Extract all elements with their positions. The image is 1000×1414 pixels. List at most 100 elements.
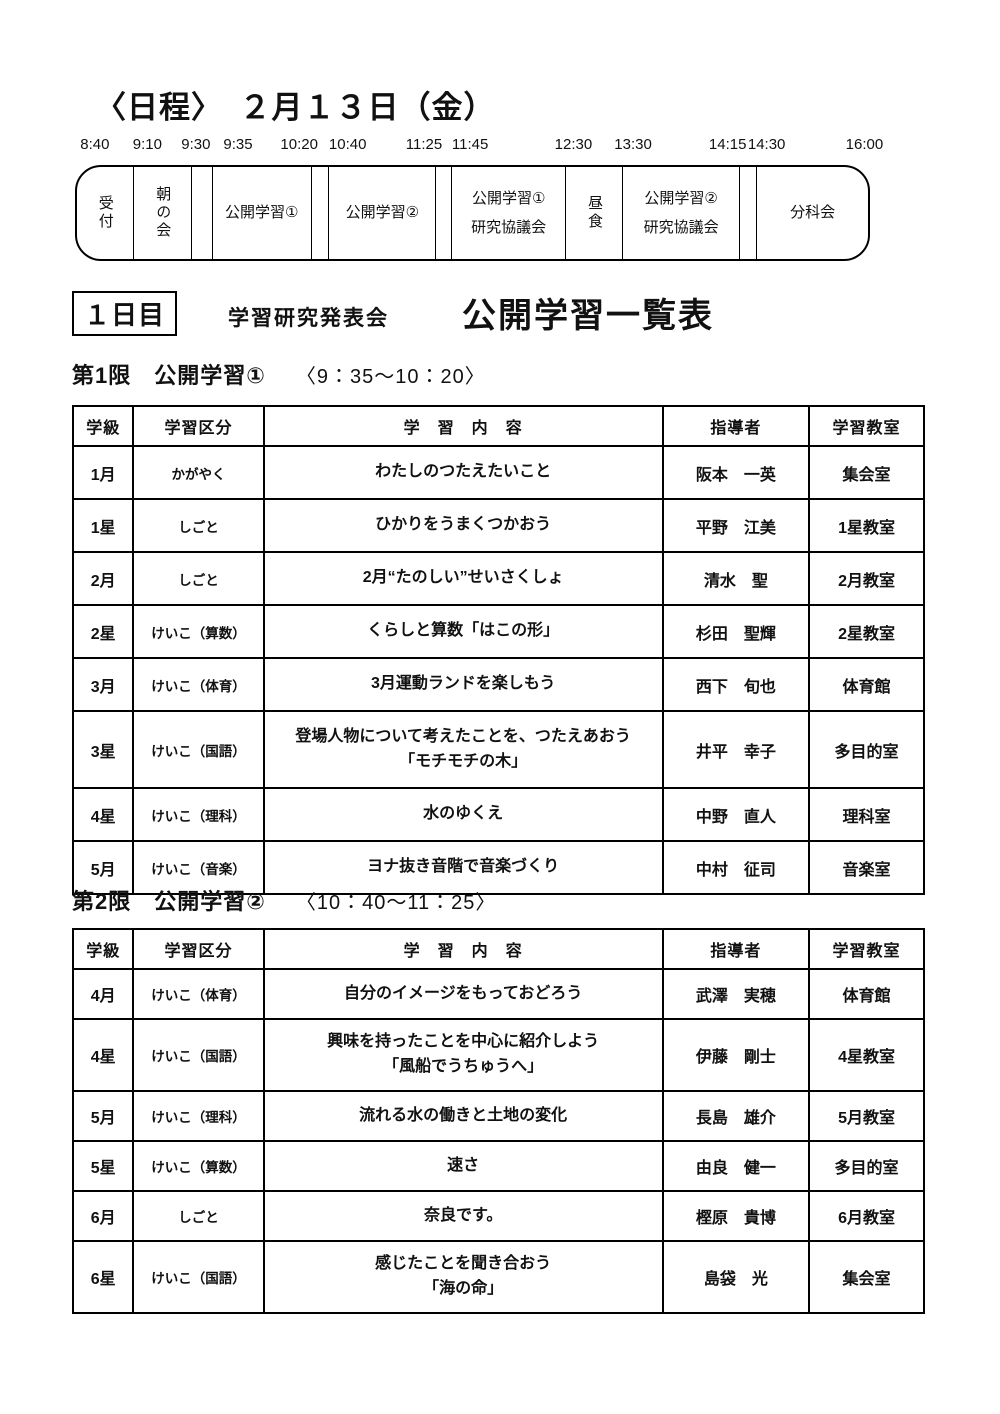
room-cell: 4星教室 bbox=[808, 1018, 925, 1092]
segment-label: 受付 bbox=[96, 195, 114, 231]
teacher-cell: 井平 幸子 bbox=[661, 710, 811, 789]
timeline-segment-subcommittee: 分科会 bbox=[756, 167, 868, 259]
schedule-title: 〈日程〉 ２月１３日（金） bbox=[95, 90, 496, 125]
class-cell: 1月 bbox=[71, 445, 135, 500]
content-cell: 感じたことを聞き合おう 「海の命」 bbox=[262, 1240, 664, 1314]
time-label: 10:40 bbox=[328, 136, 367, 153]
time-label: 9:30 bbox=[181, 136, 211, 153]
category-cell: けいこ（音楽） bbox=[132, 840, 265, 895]
category-cell: けいこ（算数） bbox=[132, 1140, 265, 1192]
category-cell: しごと bbox=[132, 1190, 265, 1242]
class-cell: 4月 bbox=[71, 968, 135, 1020]
timeline-gap bbox=[435, 167, 451, 259]
timeline-time-labels: 8:40 9:10 9:30 9:35 10:20 10:40 11:25 11… bbox=[75, 136, 883, 160]
timeline-bar: 受付 朝の会 公開学習① 公開学習② 公開学習① 研究協議会 昼食 公開学習② … bbox=[75, 165, 870, 261]
room-cell: 1星教室 bbox=[808, 498, 925, 553]
table-row: 4星 けいこ（理科） 水のゆくえ 中野 直人 理科室 bbox=[71, 787, 925, 842]
table-row: 4月 けいこ（体育） 自分のイメージをもっておどろう 武澤 実穂 体育館 bbox=[71, 968, 925, 1020]
table-row: 1月 かがやく わたしのつたえたいこと 阪本 一英 集会室 bbox=[71, 445, 925, 500]
section1-heading-text: 第1限 公開学習① bbox=[72, 363, 266, 388]
room-cell: 多目的室 bbox=[808, 1140, 925, 1192]
time-label: 16:00 bbox=[845, 136, 884, 153]
class-cell: 4星 bbox=[71, 1018, 135, 1092]
table-row: 5月 けいこ（理科） 流れる水の働きと土地の変化 長島 雄介 5月教室 bbox=[71, 1090, 925, 1142]
section2-heading-text: 第2限 公開学習② bbox=[72, 889, 266, 914]
table-row: 5月 けいこ（音楽） ヨナ抜き音階で音楽づくり 中村 征司 音楽室 bbox=[71, 840, 925, 895]
class-cell: 1星 bbox=[71, 498, 135, 553]
content-cell: 速さ bbox=[262, 1140, 664, 1192]
room-cell: 音楽室 bbox=[808, 840, 925, 895]
table-row: 3月 けいこ（体育） 3月運動ランドを楽しもう 西下 旬也 体育館 bbox=[71, 657, 925, 712]
col-header-teacher: 指導者 bbox=[661, 928, 811, 970]
category-cell: けいこ（国語） bbox=[132, 1018, 265, 1092]
category-cell: けいこ（理科） bbox=[132, 1090, 265, 1142]
table-header-row: 学級 学習区分 学 習 内 容 指導者 学習教室 bbox=[71, 928, 925, 970]
event-name: 学習研究発表会 bbox=[228, 307, 389, 330]
teacher-cell: 由良 健一 bbox=[661, 1140, 811, 1192]
class-cell: 5星 bbox=[71, 1140, 135, 1192]
teacher-cell: 西下 旬也 bbox=[661, 657, 811, 712]
table-row: 2月 しごと 2月“たのしい”せいさくしょ 清水 聖 2月教室 bbox=[71, 551, 925, 606]
table-row: 4星 けいこ（国語） 興味を持ったことを中心に紹介しよう 「風船でうちゅうへ」 … bbox=[71, 1018, 925, 1092]
teacher-cell: 樫原 貴博 bbox=[661, 1190, 811, 1242]
day-schedule-timeline: 8:40 9:10 9:30 9:35 10:20 10:40 11:25 11… bbox=[75, 136, 883, 261]
room-cell: 集会室 bbox=[808, 1240, 925, 1314]
timeline-segment-lesson2-council: 公開学習② 研究協議会 bbox=[622, 167, 738, 259]
col-header-room: 学習教室 bbox=[808, 405, 925, 447]
room-cell: 集会室 bbox=[808, 445, 925, 500]
time-label: 11:25 bbox=[405, 136, 443, 153]
col-header-teacher: 指導者 bbox=[661, 405, 811, 447]
room-cell: 体育館 bbox=[808, 968, 925, 1020]
section1-heading: 第1限 公開学習① 〈9：35～10：20〉 bbox=[72, 358, 486, 390]
table-row: 3星 けいこ（国語） 登場人物について考えたことを、つたえあおう 「モチモチの木… bbox=[71, 710, 925, 789]
class-cell: 6星 bbox=[71, 1240, 135, 1314]
time-label: 12:30 bbox=[554, 136, 593, 153]
room-cell: 多目的室 bbox=[808, 710, 925, 789]
content-cell: 登場人物について考えたことを、つたえあおう 「モチモチの木」 bbox=[262, 710, 664, 789]
time-label: 14:15 bbox=[708, 136, 747, 153]
category-cell: けいこ（理科） bbox=[132, 787, 265, 842]
table-row: 2星 けいこ（算数） くらしと算数「はこの形」 杉田 聖輝 2星教室 bbox=[71, 604, 925, 659]
content-cell: ヨナ抜き音階で音楽づくり bbox=[262, 840, 664, 895]
teacher-cell: 清水 聖 bbox=[661, 551, 811, 606]
table-row: 5星 けいこ（算数） 速さ 由良 健一 多目的室 bbox=[71, 1140, 925, 1192]
content-cell: 興味を持ったことを中心に紹介しよう 「風船でうちゅうへ」 bbox=[262, 1018, 664, 1092]
timeline-gap bbox=[191, 167, 212, 259]
teacher-cell: 平野 江美 bbox=[661, 498, 811, 553]
category-cell: けいこ（国語） bbox=[132, 710, 265, 789]
teacher-cell: 阪本 一英 bbox=[661, 445, 811, 500]
class-cell: 2星 bbox=[71, 604, 135, 659]
category-cell: かがやく bbox=[132, 445, 265, 500]
content-cell: ひかりをうまくつかおう bbox=[262, 498, 664, 553]
lesson2-table: 学級 学習区分 学 習 内 容 指導者 学習教室 4月 けいこ（体育） 自分のイ… bbox=[71, 928, 925, 1314]
time-label: 13:30 bbox=[614, 136, 652, 153]
col-header-class: 学級 bbox=[71, 405, 135, 447]
class-cell: 5月 bbox=[71, 1090, 135, 1142]
class-cell: 5月 bbox=[71, 840, 135, 895]
timeline-segment-morning-meeting: 朝の会 bbox=[133, 167, 191, 259]
table-row: 1星 しごと ひかりをうまくつかおう 平野 江美 1星教室 bbox=[71, 498, 925, 553]
timeline-segment-open-lesson-2: 公開学習② bbox=[328, 167, 435, 259]
day-label-box: １日目 bbox=[72, 291, 178, 336]
timeline-segment-lunch: 昼食 bbox=[565, 167, 622, 259]
page-title: 公開学習一覧表 bbox=[462, 297, 714, 335]
room-cell: 2月教室 bbox=[808, 551, 925, 606]
teacher-cell: 伊藤 剛士 bbox=[661, 1018, 811, 1092]
col-header-class: 学級 bbox=[71, 928, 135, 970]
teacher-cell: 中村 征司 bbox=[661, 840, 811, 895]
teacher-cell: 杉田 聖輝 bbox=[661, 604, 811, 659]
content-cell: 奈良です。 bbox=[262, 1190, 664, 1242]
time-label: 10:20 bbox=[280, 136, 318, 153]
category-cell: けいこ（国語） bbox=[132, 1240, 265, 1314]
content-cell: 2月“たのしい”せいさくしょ bbox=[262, 551, 664, 606]
segment-label: 昼食 bbox=[585, 195, 603, 231]
category-cell: けいこ（体育） bbox=[132, 968, 265, 1020]
class-cell: 2月 bbox=[71, 551, 135, 606]
time-label: 9:10 bbox=[132, 136, 162, 153]
table-header-row: 学級 学習区分 学 習 内 容 指導者 学習教室 bbox=[71, 405, 925, 447]
room-cell: 6月教室 bbox=[808, 1190, 925, 1242]
content-cell: 水のゆくえ bbox=[262, 787, 664, 842]
time-label: 8:40 bbox=[80, 136, 110, 153]
table-row: 6月 しごと 奈良です。 樫原 貴博 6月教室 bbox=[71, 1190, 925, 1242]
